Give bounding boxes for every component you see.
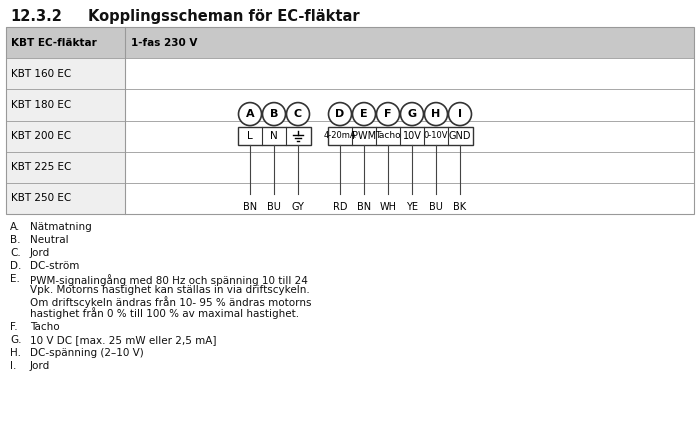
Text: GND: GND bbox=[449, 131, 471, 141]
Text: BN: BN bbox=[243, 202, 257, 212]
Text: KBT 250 EC: KBT 250 EC bbox=[11, 193, 71, 204]
Text: Neutral: Neutral bbox=[30, 235, 69, 245]
Text: 10 V DC [max. 25 mW eller 2,5 mA]: 10 V DC [max. 25 mW eller 2,5 mA] bbox=[30, 335, 216, 345]
Circle shape bbox=[449, 103, 472, 126]
Text: Jord: Jord bbox=[30, 248, 50, 258]
Bar bbox=[6, 183, 125, 214]
Text: PWM-signalingång med 80 Hz och spänning 10 till 24: PWM-signalingång med 80 Hz och spänning … bbox=[30, 274, 308, 286]
Text: 1-fas 230 V: 1-fas 230 V bbox=[131, 38, 197, 47]
Text: 12.3.2: 12.3.2 bbox=[10, 9, 62, 24]
Text: 0-10V: 0-10V bbox=[424, 131, 448, 140]
Bar bbox=[6, 120, 125, 152]
Circle shape bbox=[353, 103, 375, 126]
Text: KBT EC-fläktar: KBT EC-fläktar bbox=[11, 38, 97, 47]
Circle shape bbox=[400, 103, 424, 126]
Bar bbox=[237, 127, 311, 145]
Bar bbox=[6, 89, 125, 120]
Text: KBT 225 EC: KBT 225 EC bbox=[11, 162, 71, 172]
Circle shape bbox=[286, 103, 309, 126]
Text: BN: BN bbox=[357, 202, 371, 212]
Text: Nätmatning: Nätmatning bbox=[30, 222, 92, 232]
Bar bbox=[6, 27, 694, 214]
Text: KBT 180 EC: KBT 180 EC bbox=[11, 100, 71, 110]
Text: Tacho: Tacho bbox=[375, 131, 401, 140]
Text: N: N bbox=[270, 131, 278, 141]
Bar bbox=[6, 152, 125, 183]
Circle shape bbox=[424, 103, 447, 126]
Text: B: B bbox=[270, 109, 278, 119]
Bar bbox=[6, 58, 125, 89]
Text: Kopplingsscheman för EC-fläktar: Kopplingsscheman för EC-fläktar bbox=[88, 9, 360, 24]
Text: G.: G. bbox=[10, 335, 22, 345]
Text: A: A bbox=[246, 109, 254, 119]
Text: E.: E. bbox=[10, 274, 20, 284]
Text: PWM: PWM bbox=[352, 131, 376, 141]
Text: BU: BU bbox=[267, 202, 281, 212]
Text: D.: D. bbox=[10, 261, 22, 271]
Text: G: G bbox=[407, 109, 416, 119]
Text: 4-20mA: 4-20mA bbox=[323, 131, 356, 140]
Text: D: D bbox=[335, 109, 344, 119]
Circle shape bbox=[377, 103, 400, 126]
Text: BK: BK bbox=[454, 202, 467, 212]
Text: BU: BU bbox=[429, 202, 443, 212]
Text: I.: I. bbox=[10, 361, 16, 371]
Text: Jord: Jord bbox=[30, 361, 50, 371]
Circle shape bbox=[262, 103, 286, 126]
Text: RD: RD bbox=[332, 202, 347, 212]
Text: Tacho: Tacho bbox=[30, 322, 60, 332]
Text: A.: A. bbox=[10, 222, 20, 232]
Text: F: F bbox=[384, 109, 392, 119]
Text: F.: F. bbox=[10, 322, 18, 332]
Text: 10V: 10V bbox=[402, 131, 421, 141]
Text: L: L bbox=[247, 131, 253, 141]
Circle shape bbox=[328, 103, 351, 126]
Text: B.: B. bbox=[10, 235, 20, 245]
Text: Vpk. Motorns hastighet kan ställas in via driftscykeln.: Vpk. Motorns hastighet kan ställas in vi… bbox=[30, 285, 309, 295]
Text: GY: GY bbox=[292, 202, 304, 212]
Bar bbox=[328, 127, 472, 145]
Text: DC-spänning (2–10 V): DC-spänning (2–10 V) bbox=[30, 348, 143, 358]
Text: I: I bbox=[458, 109, 462, 119]
Text: KBT 160 EC: KBT 160 EC bbox=[11, 69, 71, 79]
Text: C.: C. bbox=[10, 248, 21, 258]
Text: H: H bbox=[431, 109, 440, 119]
Bar bbox=[6, 27, 694, 214]
Circle shape bbox=[239, 103, 262, 126]
Text: WH: WH bbox=[379, 202, 396, 212]
Text: E: E bbox=[360, 109, 368, 119]
Text: H.: H. bbox=[10, 348, 21, 358]
Text: KBT 200 EC: KBT 200 EC bbox=[11, 131, 71, 141]
Text: YE: YE bbox=[406, 202, 418, 212]
Text: hastighet från 0 % till 100 % av maximal hastighet.: hastighet från 0 % till 100 % av maximal… bbox=[30, 307, 299, 319]
Text: Om driftscykeln ändras från 10- 95 % ändras motorns: Om driftscykeln ändras från 10- 95 % änd… bbox=[30, 296, 312, 308]
Bar bbox=[6, 27, 694, 58]
Text: C: C bbox=[294, 109, 302, 119]
Text: DC-ström: DC-ström bbox=[30, 261, 79, 271]
